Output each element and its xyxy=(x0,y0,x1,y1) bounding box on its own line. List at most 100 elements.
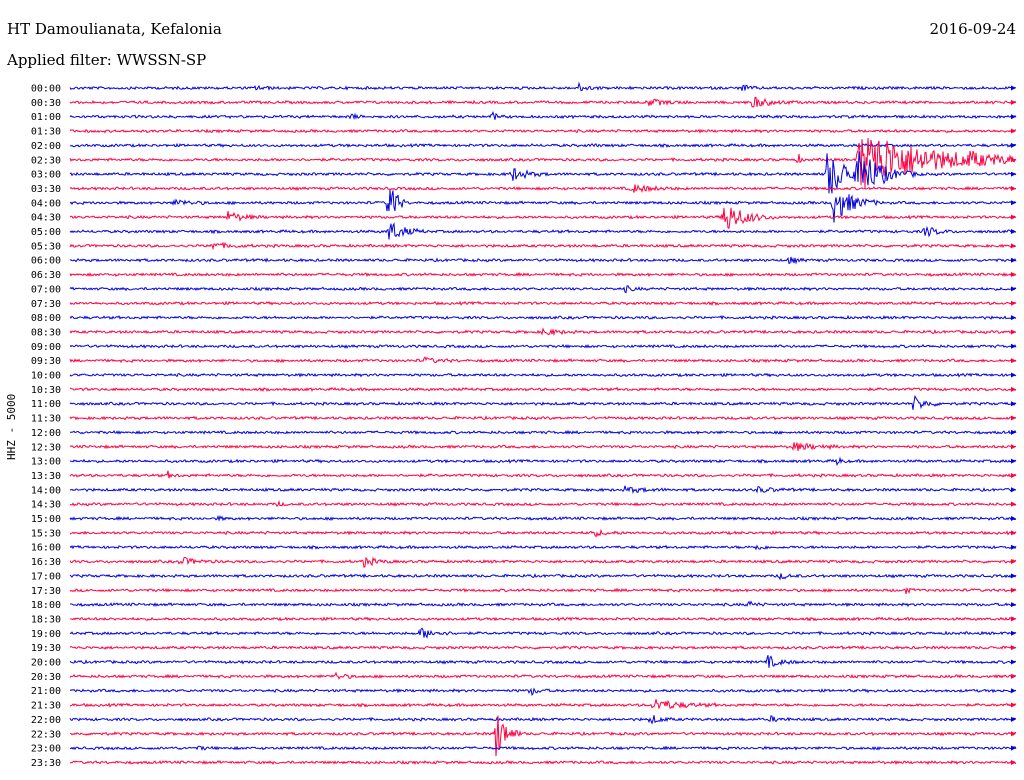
filter-label: Applied filter: WWSSN-SP xyxy=(7,51,207,69)
trace-arrow-icon xyxy=(1011,602,1016,608)
date-label: 2016-09-24 xyxy=(929,20,1016,38)
trace-line xyxy=(69,415,1017,421)
trace-arrow-icon xyxy=(1011,386,1016,392)
tick-label: 04:00 xyxy=(31,198,61,209)
trace-arrow-icon xyxy=(1011,659,1016,665)
trace-arrow-icon xyxy=(1011,200,1016,206)
trace-arrow-icon xyxy=(1011,85,1016,91)
trace-line xyxy=(69,184,1017,193)
trace-arrow-icon xyxy=(1011,272,1016,278)
trace-arrow-icon xyxy=(1011,616,1016,622)
tick-label: 19:30 xyxy=(31,643,61,654)
trace-line xyxy=(69,356,1017,364)
tick-label: 14:00 xyxy=(31,485,61,496)
tick-label: 09:30 xyxy=(31,356,61,367)
tick-label: 07:00 xyxy=(31,284,61,295)
tick-label: 19:00 xyxy=(31,629,61,640)
trace-arrow-icon xyxy=(1011,716,1016,722)
tick-label: 16:30 xyxy=(31,557,61,568)
tick-label: 05:30 xyxy=(31,241,61,252)
tick-label: 17:30 xyxy=(31,586,61,597)
trace-line xyxy=(69,687,1017,696)
trace-arrow-icon xyxy=(1011,114,1016,120)
tick-label: 14:30 xyxy=(31,500,61,511)
tick-label: 02:00 xyxy=(31,141,61,152)
trace-arrow-icon xyxy=(1011,645,1016,651)
trace-arrow-icon xyxy=(1011,759,1016,765)
trace-line xyxy=(69,528,1017,538)
trace-line xyxy=(69,271,1017,278)
trace-arrow-icon xyxy=(1011,128,1016,134)
tick-label: 06:00 xyxy=(31,256,61,267)
trace-line xyxy=(69,128,1016,134)
trace-line xyxy=(69,138,1017,189)
trace-arrow-icon xyxy=(1011,472,1016,478)
trace-arrow-icon xyxy=(1011,630,1016,636)
trace-arrow-icon xyxy=(1011,544,1016,550)
trace-line xyxy=(69,544,1017,551)
trace-line xyxy=(69,300,1017,306)
tick-label: 09:00 xyxy=(31,342,61,353)
tick-label: 11:30 xyxy=(31,414,61,425)
trace-arrow-icon xyxy=(1011,688,1016,694)
tick-label: 12:00 xyxy=(31,428,61,439)
tick-label: 13:00 xyxy=(31,457,61,468)
tick-label: 08:00 xyxy=(31,313,61,324)
trace-arrow-icon xyxy=(1011,214,1016,220)
trace-arrow-icon xyxy=(1011,516,1016,521)
trace-arrow-icon xyxy=(1011,358,1016,364)
trace-arrow-icon xyxy=(1011,530,1016,536)
trace-line xyxy=(69,222,1017,240)
trace-line xyxy=(69,256,1017,265)
trace-line xyxy=(69,241,1017,251)
tick-label: 06:30 xyxy=(31,270,61,281)
trace-arrow-icon xyxy=(1011,157,1016,163)
trace-arrow-icon xyxy=(1011,329,1016,335)
trace-line xyxy=(69,442,1017,452)
trace-line xyxy=(69,394,1017,410)
tick-label: 01:30 xyxy=(31,127,61,138)
trace-line xyxy=(69,343,1017,349)
tick-label: 12:30 xyxy=(31,442,61,453)
trace-arrow-icon xyxy=(1011,372,1016,378)
trace-line xyxy=(69,514,1017,522)
trace-line xyxy=(69,151,1017,194)
tick-label: 16:00 xyxy=(31,543,61,554)
tick-label: 00:00 xyxy=(31,84,61,95)
trace-arrow-icon xyxy=(1011,587,1016,593)
tick-label: 02:30 xyxy=(31,155,61,166)
trace-arrow-icon xyxy=(1011,300,1016,306)
tick-label: 03:00 xyxy=(31,170,61,181)
trace-arrow-icon xyxy=(1011,286,1016,292)
trace-line xyxy=(69,671,1017,680)
tick-label: 03:30 xyxy=(31,184,61,195)
trace-arrow-icon xyxy=(1011,702,1016,708)
trace-line xyxy=(70,485,1017,495)
trace-line xyxy=(69,81,1017,92)
trace-line xyxy=(69,556,1017,569)
trace-arrow-icon xyxy=(1011,559,1016,565)
tick-label: 21:30 xyxy=(31,701,61,712)
trace-line xyxy=(69,456,1017,467)
trace-line xyxy=(69,314,1017,321)
trace-line xyxy=(69,600,1017,608)
trace-arrow-icon xyxy=(1011,99,1016,105)
tick-label: 20:30 xyxy=(31,672,61,683)
trace-arrow-icon xyxy=(1011,171,1016,177)
trace-line xyxy=(69,386,1017,393)
trace-line xyxy=(69,189,1017,223)
trace-arrow-icon xyxy=(1011,229,1016,234)
tick-labels: 00:00 00:30 01:00 01:30 02:00 02:30 03:00 03:30… xyxy=(31,84,61,769)
tick-label: 01:00 xyxy=(31,112,61,123)
trace-line xyxy=(69,429,1017,436)
trace-line xyxy=(70,715,1017,757)
trace-line xyxy=(69,470,1017,479)
tick-label: 15:30 xyxy=(31,528,61,539)
trace-line xyxy=(69,745,1017,751)
tick-label: 04:30 xyxy=(31,213,61,224)
trace-line xyxy=(69,655,1017,668)
trace-line xyxy=(69,142,1017,149)
trace-arrow-icon xyxy=(1011,257,1016,263)
tick-label: 21:00 xyxy=(31,686,61,697)
